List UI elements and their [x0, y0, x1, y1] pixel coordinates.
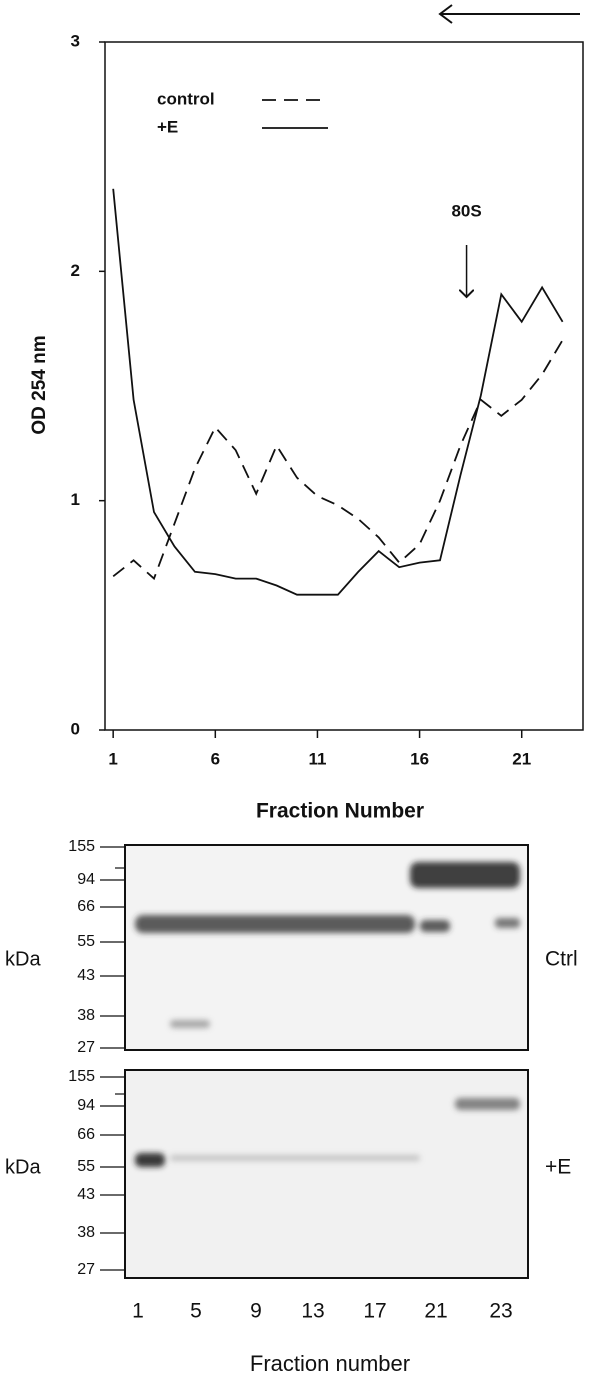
- data-line: [112, 339, 564, 581]
- marker-label: 27: [77, 1261, 95, 1278]
- marker-label: 155: [68, 838, 95, 855]
- panel-label: Ctrl: [545, 948, 578, 971]
- lane-label: 5: [190, 1300, 202, 1323]
- blot-x-label: Fraction number: [250, 1351, 410, 1376]
- lane-label: 9: [250, 1300, 262, 1323]
- marker-label: 27: [77, 1039, 95, 1056]
- marker-label: 55: [77, 933, 95, 950]
- lane-label: 17: [363, 1300, 386, 1323]
- x-tick-label: 11: [308, 749, 326, 768]
- marker-label: 94: [77, 1097, 95, 1114]
- lane-label: 23: [489, 1300, 512, 1323]
- y-tick-label: 0: [71, 719, 80, 738]
- y-tick-label: 3: [71, 31, 80, 50]
- blot-bands: [135, 862, 520, 1167]
- lane-label: 1: [132, 1300, 144, 1323]
- marker-label: 66: [77, 1126, 95, 1143]
- marker-label: 43: [77, 1186, 95, 1203]
- x-tick-label: 1: [108, 749, 117, 768]
- lane-label: 21: [424, 1300, 447, 1323]
- marker-label: 94: [77, 871, 95, 888]
- marker-label: 43: [77, 967, 95, 984]
- marker-label: 38: [77, 1224, 95, 1241]
- marker-label: 55: [77, 1158, 95, 1175]
- y-tick-label: 1: [71, 490, 80, 509]
- unit-label: kDa: [5, 1156, 41, 1178]
- x-tick-label: 21: [512, 749, 531, 768]
- plot-frame: [104, 41, 584, 731]
- legend-label: control: [157, 89, 215, 108]
- marker-label: 155: [68, 1068, 95, 1085]
- data-line: [112, 188, 564, 596]
- lane-label: 13: [301, 1300, 324, 1323]
- y-tick-label: 2: [71, 261, 80, 280]
- x-tick-label: 16: [410, 749, 429, 768]
- y-axis-label: OD 254 nm: [29, 335, 50, 434]
- marker-label: 66: [77, 898, 95, 915]
- panel-label: +E: [545, 1156, 571, 1179]
- unit-label: kDa: [5, 948, 41, 970]
- direction-arrowhead: [438, 4, 453, 24]
- x-axis-label: Fraction Number: [256, 800, 424, 823]
- annotation: 80S: [451, 201, 481, 220]
- marker-label: 38: [77, 1007, 95, 1024]
- x-tick-label: 6: [211, 749, 220, 768]
- legend-label: +E: [157, 117, 178, 136]
